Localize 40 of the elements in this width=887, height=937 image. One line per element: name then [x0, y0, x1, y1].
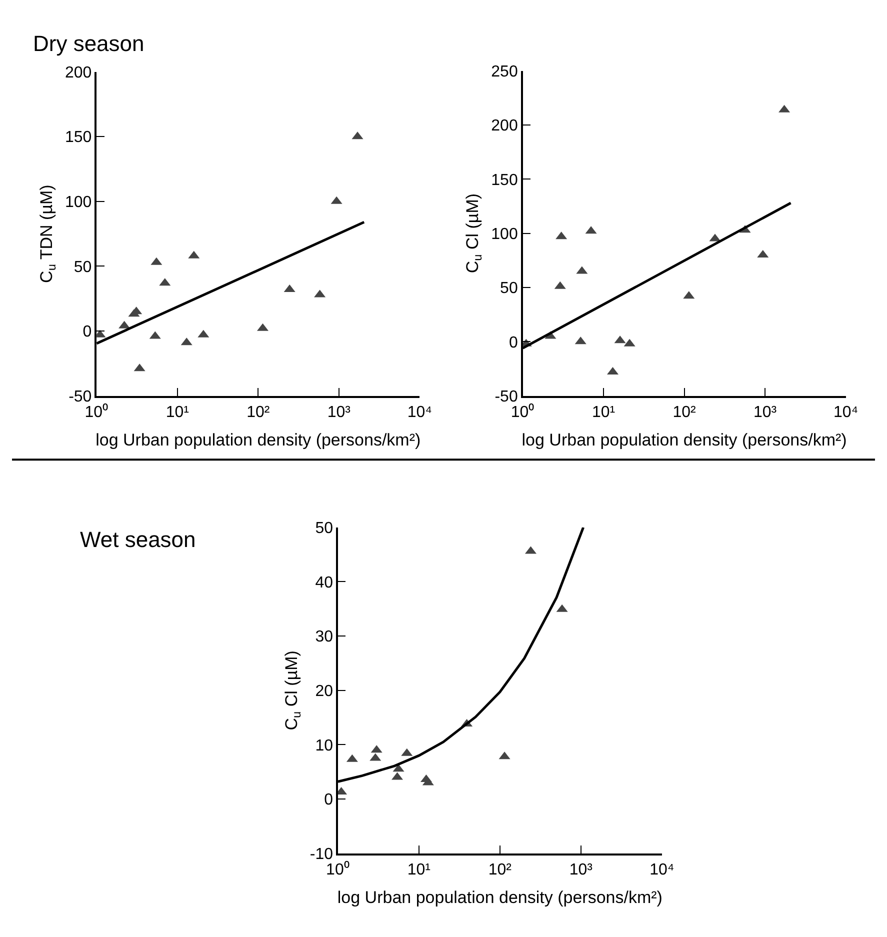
x-tick-label: 10⁰ — [84, 402, 109, 421]
y-tick-label: 0 — [82, 324, 92, 341]
x-tick-label: 10⁴ — [833, 404, 858, 421]
x-tick-label: 10² — [488, 861, 512, 878]
y-tick-label: 50 — [500, 280, 518, 298]
y-tick-label: 20 — [315, 682, 334, 700]
y-tick-label: 150 — [491, 172, 518, 189]
x-tick-label: 10³ — [569, 861, 594, 878]
y-tick-label: -50 — [68, 388, 92, 406]
y-tick-label: 30 — [315, 628, 334, 646]
y-tick-label: 100 — [64, 194, 92, 212]
x-axis-title: log Urban population density (persons/km²) — [522, 430, 847, 450]
x-tick-label: 10⁴ — [650, 861, 674, 878]
y-tick-label: 200 — [64, 64, 92, 82]
y-tick-label: 150 — [64, 129, 92, 146]
x-tick-label: 10¹ — [166, 404, 189, 421]
x-tick-label: 10¹ — [592, 404, 616, 421]
y-tick-label: 50 — [74, 258, 92, 276]
x-tick-label: 10² — [246, 404, 270, 421]
y-tick-label: 50 — [315, 520, 334, 537]
chart-title: Dry season — [33, 31, 144, 56]
y-tick-label: 200 — [491, 118, 518, 135]
y-tick-label: 0 — [324, 792, 334, 809]
x-tick-label: 10⁴ — [407, 404, 432, 421]
y-tick-label: -10 — [310, 846, 334, 863]
text: Wet season — [80, 527, 196, 552]
x-tick-label: 10² — [672, 404, 697, 421]
x-tick-label: 10⁰ — [510, 402, 535, 421]
y-tick-label: 10 — [315, 737, 334, 754]
x-tick-label: 10³ — [753, 404, 778, 421]
y-tick-label: 100 — [491, 226, 518, 243]
y-tick-label: -50 — [494, 388, 518, 406]
y-tick-label: 0 — [508, 334, 518, 352]
x-tick-label: 10³ — [327, 404, 352, 421]
x-axis-title: log Urban population density (persons/km²) — [96, 430, 421, 450]
x-axis-title: log Urban population density (persons/km²) — [337, 888, 662, 908]
x-tick-label: 10⁰ — [326, 860, 350, 878]
y-tick-label: 250 — [491, 63, 518, 80]
y-tick-label: 40 — [315, 574, 334, 592]
x-tick-label: 10¹ — [407, 861, 430, 878]
